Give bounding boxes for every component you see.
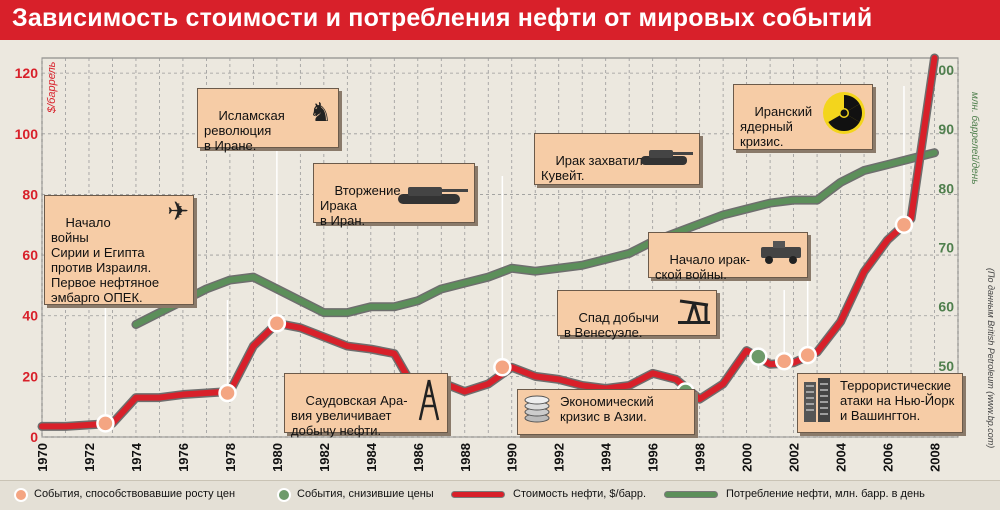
event-rise-marker xyxy=(493,358,512,377)
x-tick-label: 1970 xyxy=(35,443,50,472)
y-tick-left: 0 xyxy=(30,429,38,445)
callout-text: Исламская революция в Иране. xyxy=(204,108,285,153)
x-tick-label: 1996 xyxy=(646,443,661,472)
radiation-icon xyxy=(823,92,865,134)
x-tick-label: 1984 xyxy=(364,442,379,472)
y-tick-left: 40 xyxy=(22,308,38,324)
callout-text: Начало ирак- ской войны. xyxy=(655,252,751,282)
callout-iran-nuclear: Иранский ядерный кризис. xyxy=(733,84,873,150)
x-tick-label: 1998 xyxy=(693,443,708,472)
y-tick-right: 80 xyxy=(938,180,954,196)
x-tick-label: 2008 xyxy=(928,443,943,472)
callout-saudi-arabia: Саудовская Ара- вия увеличивает добычу н… xyxy=(284,373,448,438)
event-rise-marker xyxy=(96,414,115,433)
event-rise-marker xyxy=(798,345,817,365)
x-tick-label: 1994 xyxy=(599,442,614,472)
event-rise-marker xyxy=(267,314,287,333)
legend-rise-label: События, способствовавшие росту цен xyxy=(34,488,236,500)
consumption-line xyxy=(132,149,938,328)
x-tick-label: 2000 xyxy=(740,443,755,472)
source-note: (По данным British Petroleum (www.bp.com… xyxy=(986,268,996,448)
callout-text: Вторжение Ирака в Иран. xyxy=(320,183,401,228)
title-bar: Зависимость стоимости и потребления нефт… xyxy=(0,0,1000,40)
event-rise-marker xyxy=(894,215,914,235)
x-tick-label: 2002 xyxy=(787,443,802,472)
callout-text: Спад добычи в Венесуэле. xyxy=(564,310,659,340)
skyscrapers-icon xyxy=(804,378,830,422)
event-fall-marker xyxy=(749,347,768,366)
x-tick-label: 1988 xyxy=(458,443,473,472)
callout-text: Ирак захватил Кувейт. xyxy=(541,153,643,183)
callout-syria-egypt-war: Начало войны Сирии и Египта против Израи… xyxy=(44,195,194,305)
legend-fall-label: События, снизившие цены xyxy=(297,488,434,500)
callout-iraq-invades-iran: Вторжение Ирака в Иран. xyxy=(313,163,475,228)
x-tick-label: 1972 xyxy=(82,443,97,472)
x-tick-label: 1992 xyxy=(552,443,567,472)
callout-text: Экономический кризис в Азии. xyxy=(560,394,654,424)
callout-iraq-kuwait: Ирак захватил Кувейт. xyxy=(534,133,700,185)
legend-price-label: Стоимость нефти, $/барр. xyxy=(513,488,647,500)
x-tick-label: 1990 xyxy=(505,443,520,472)
airplane-icon: ✈ xyxy=(167,196,189,226)
x-tick-label: 1980 xyxy=(270,443,285,472)
y-tick-left: 120 xyxy=(15,65,39,81)
coins-icon xyxy=(524,395,550,423)
humvee-icon xyxy=(761,241,801,264)
tank-icon xyxy=(398,187,468,204)
y-tick-left: 100 xyxy=(15,126,39,142)
x-tick-label: 2006 xyxy=(881,443,896,472)
callout-text: Начало войны Сирии и Египта против Израи… xyxy=(51,215,160,305)
legend-rise-swatch xyxy=(14,488,28,502)
x-tick-label: 1978 xyxy=(223,443,238,472)
y-tick-right: 70 xyxy=(938,240,954,256)
event-rise-marker xyxy=(218,383,237,403)
oil-pump-icon xyxy=(678,299,710,324)
x-tick-label: 2004 xyxy=(834,442,849,472)
x-tick-label: 1986 xyxy=(411,443,426,472)
callout-venezuela: Спад добычи в Венесуэле. xyxy=(557,290,717,340)
x-tick-label: 1982 xyxy=(317,443,332,472)
oil-derrick-icon xyxy=(418,379,440,421)
y-tick-left: 60 xyxy=(22,247,38,263)
x-tick-label: 1976 xyxy=(176,443,191,472)
legend-consumption-label: Потребление нефти, млн. барр. в день xyxy=(726,488,925,500)
callout-iraq-war: Начало ирак- ской войны. xyxy=(648,232,808,282)
page-title: Зависимость стоимости и потребления нефт… xyxy=(12,4,873,32)
y-tick-left: 20 xyxy=(22,368,38,384)
x-tick-label: 1974 xyxy=(129,442,144,472)
callout-islamic-revolution: Исламская революция в Иране. ♞ xyxy=(197,88,339,153)
y-tick-right: 60 xyxy=(938,299,954,315)
legend: События, способствовавшие росту цен Собы… xyxy=(0,480,1000,510)
legend-fall-swatch xyxy=(277,488,291,502)
y-tick-right: 50 xyxy=(938,358,954,374)
legend-price-swatch xyxy=(451,491,505,498)
tank-icon xyxy=(641,150,693,165)
callout-text: Иранский ядерный кризис. xyxy=(740,104,813,149)
y-axis-right-unit: млн. баррелей/день xyxy=(969,92,981,185)
callout-terror-attacks: Террористические атаки на Нью-Йорк и Ваш… xyxy=(797,373,963,433)
y-tick-left: 80 xyxy=(22,186,38,202)
y-tick-right: 90 xyxy=(938,121,954,137)
callout-text: Саудовская Ара- вия увеличивает добычу н… xyxy=(291,393,408,438)
legend-consumption-swatch xyxy=(664,491,718,498)
callout-text: Террористические атаки на Нью-Йорк и Ваш… xyxy=(840,378,955,423)
callout-asian-crisis: Экономический кризис в Азии. xyxy=(517,389,695,435)
event-rise-marker xyxy=(774,351,794,371)
y-axis-left-unit: $/баррель xyxy=(46,61,58,114)
soldier-icon: ♞ xyxy=(308,97,332,127)
